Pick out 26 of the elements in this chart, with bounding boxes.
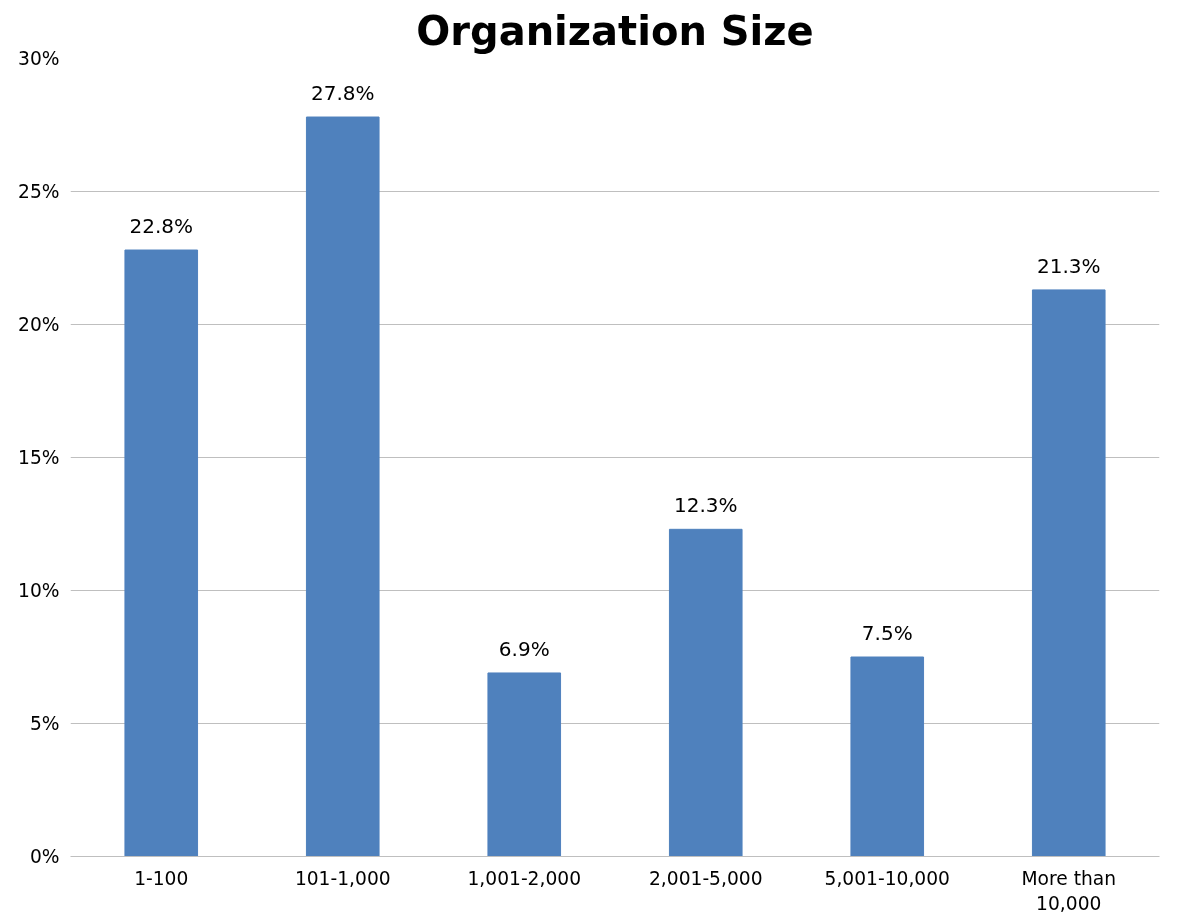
bar — [1031, 289, 1106, 857]
y-tick-label: 15% — [18, 447, 60, 468]
data-label: 7.5% — [861, 621, 913, 645]
x-tick-label: 1-100 — [134, 867, 189, 889]
bar — [668, 528, 743, 857]
chart-title: Organization Size — [416, 7, 814, 54]
x-tick-label: 5,001-10,000 — [824, 867, 950, 889]
y-tick-label: 5% — [29, 713, 60, 734]
x-tick-label: 101-1,000 — [294, 867, 391, 889]
y-tick-label: 10% — [18, 580, 60, 601]
y-tick-label: 25% — [18, 181, 60, 202]
x-tick-label: 1,001-2,000 — [467, 867, 582, 889]
data-label: 21.3% — [1036, 253, 1101, 278]
x-tick-label: More than 10,000 — [1021, 867, 1117, 914]
data-label: 27.8% — [310, 81, 375, 106]
bar — [124, 249, 199, 857]
y-tick-label: 20% — [18, 314, 60, 335]
bar — [487, 672, 562, 857]
x-tick-label: 2,001-5,000 — [648, 867, 763, 889]
data-label: 12.3% — [673, 493, 738, 518]
data-label: 6.9% — [498, 636, 550, 661]
y-tick-label: 0% — [29, 846, 60, 867]
data-label: 22.8% — [129, 214, 194, 239]
bar — [305, 116, 380, 857]
bar — [850, 656, 925, 857]
y-tick-label: 30% — [18, 48, 60, 69]
